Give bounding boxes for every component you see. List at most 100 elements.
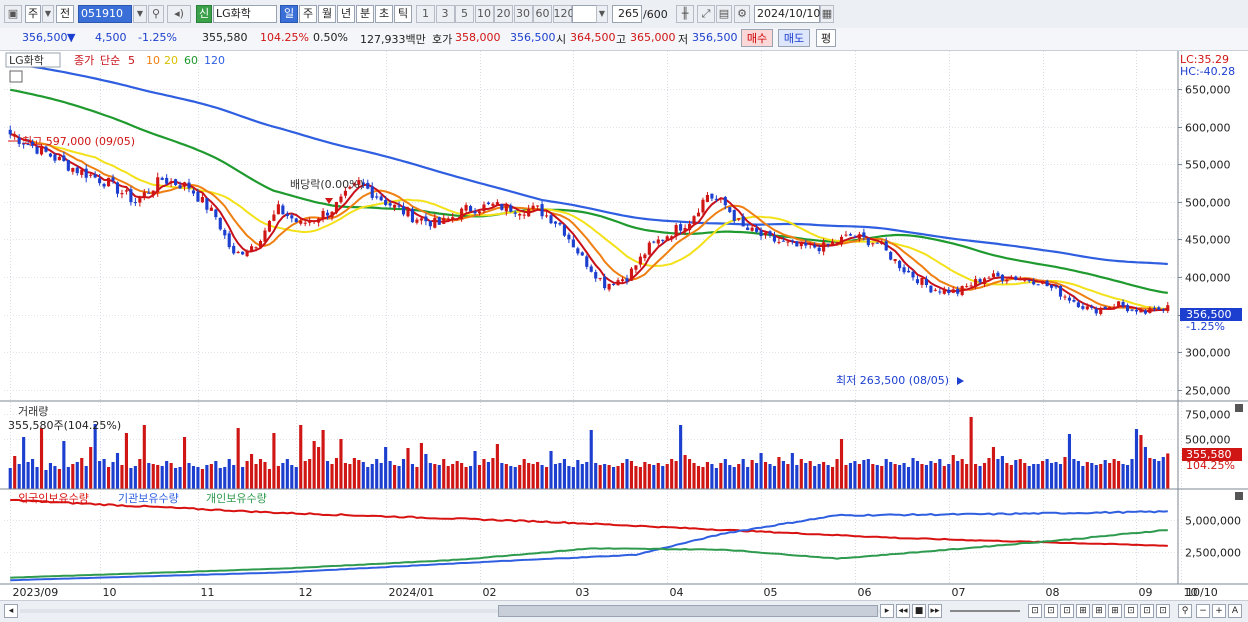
date-input[interactable]: 2024/10/10 [754,5,820,23]
zoom-in-icon[interactable]: + [1212,604,1226,618]
period-button[interactable]: 월 [318,5,336,23]
zoom-out-icon[interactable]: − [1196,604,1210,618]
volume-bar [1027,466,1031,489]
volume-bar [156,465,160,489]
forward-icon[interactable]: ▸▸ [928,604,942,618]
tool-icon-9[interactable]: ⊡ [1156,604,1170,618]
tool-icon-3[interactable]: ⊡ [1060,604,1074,618]
candle-body [209,207,213,211]
candle-body [469,206,473,212]
period-type-dropdown-icon[interactable]: ▼ [42,5,54,23]
flat-button[interactable]: 평 [816,29,836,47]
interval-button[interactable]: 1 [416,5,435,23]
volume-bar [370,464,374,489]
rewind-icon[interactable]: ◂◂ [896,604,910,618]
volume-bar [826,465,830,489]
volume-bar [343,463,347,489]
interval-button[interactable]: 3 [435,5,455,23]
panel-close-icon[interactable] [1235,404,1243,412]
volume-bar [902,463,906,489]
interval-dropdown-icon[interactable]: ▼ [596,5,608,23]
tool-icon-6[interactable]: ⊞ [1108,604,1122,618]
buy-button[interactable]: 매수 [741,29,773,47]
candle-body [442,217,446,224]
candle-body [464,204,468,211]
calendar-icon[interactable]: ▦ [820,5,834,23]
tool-icon-1[interactable]: ⊡ [1028,604,1042,618]
candle-icon[interactable]: ╫ [676,5,694,23]
volume-bar [866,459,870,489]
volume-bar [558,463,562,489]
current-price: 356,500 [22,31,68,44]
speaker-icon[interactable]: ◂) [167,5,191,23]
candle-body [455,218,459,220]
price-change-pct: -1.25% [138,31,177,44]
search-icon[interactable]: ⚲ [148,5,164,23]
candle-body [401,206,406,215]
candle-body [844,234,848,236]
volume-bar [174,468,178,489]
volume-bar [1032,464,1036,489]
individual-holdings-label: 개인보유수량 [206,492,267,505]
stock-chart[interactable]: 2023/09 10 11 12 2024/01 02 03 04 05 06 07 08 09 1010… [0,51,1248,600]
x-tick-label: 2024/01 [389,586,435,599]
scroll-track[interactable] [20,609,880,613]
volume-current-label: 355,580주(104.25%) [8,419,121,432]
layout-icon[interactable]: ▣ [4,5,22,23]
candle-body [151,190,155,195]
period-button[interactable]: 초 [375,5,393,23]
candle-body [848,234,853,236]
volume-bar [987,458,991,489]
interval-button[interactable]: 5 [455,5,474,23]
candle-body [317,218,321,223]
period-button[interactable]: 주 [299,5,317,23]
high-price: 365,000 [630,31,676,44]
scroll-right-icon[interactable]: ▸ [880,604,894,618]
gear-icon[interactable]: ⚙ [734,5,750,23]
count-current[interactable]: 265 [612,5,642,23]
volume-bar [446,466,450,489]
sell-button[interactable]: 매도 [778,29,810,47]
draw-icon[interactable]: ⤢ [697,5,715,23]
volume-bar [236,428,240,489]
calendar-grid-icon[interactable] [9,70,23,83]
tool-icon-5[interactable]: ⊞ [1092,604,1106,618]
panel-close-icon[interactable] [1235,492,1243,500]
volume-bar [536,462,540,489]
font-size-icon[interactable]: A [1228,604,1242,618]
candle-body [285,213,289,217]
code-dropdown-icon[interactable]: ▼ [133,5,147,23]
tool-icon-2[interactable]: ⊡ [1044,604,1058,618]
period-button[interactable]: 틱 [394,5,412,23]
stock-name[interactable]: LG화학 [213,5,277,23]
tool-icon-7[interactable]: ⊡ [1124,604,1138,618]
volume-tick-label: 500,000 [1185,434,1231,447]
period-button[interactable]: 일 [280,5,298,23]
interval-button[interactable]: 120 [552,5,575,23]
save-icon[interactable]: ▤ [716,5,732,23]
candle-body [982,278,987,285]
period-type[interactable]: 주 [25,5,41,23]
volume-bar [795,465,799,489]
candle-body [705,194,709,202]
zoom-slider[interactable] [950,610,1020,612]
interval-button[interactable]: 10 [474,5,494,23]
volume-bar [1005,463,1009,489]
stop-icon[interactable]: ■ [912,604,926,618]
volume-bar [1117,461,1121,489]
interval-button[interactable]: 30 [513,5,533,23]
candle-body [553,221,558,224]
interval-button[interactable]: 60 [533,5,552,23]
tool-icon-4[interactable]: ⊞ [1076,604,1090,618]
interval-button[interactable]: 20 [494,5,513,23]
tool-icon-8[interactable]: ⊡ [1140,604,1154,618]
volume-bar [187,463,191,489]
period-button[interactable]: 년 [337,5,355,23]
scroll-left-icon[interactable]: ◂ [4,604,18,618]
stock-code-input[interactable]: 051910 [78,5,132,23]
period-button[interactable]: 분 [356,5,374,23]
scroll-thumb[interactable] [498,605,878,617]
volume-bar [98,461,102,489]
prev-button[interactable]: 전 [56,5,74,23]
magnify-icon[interactable]: ⚲ [1178,604,1192,618]
